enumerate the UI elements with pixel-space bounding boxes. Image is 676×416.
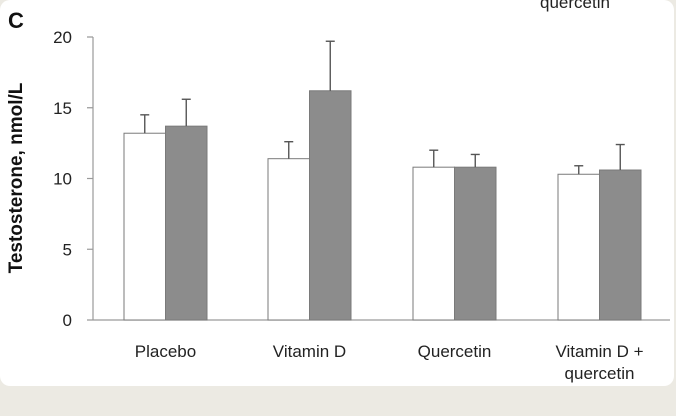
clipped-label: quercetin — [540, 0, 610, 12]
bar — [599, 169, 642, 321]
bar — [165, 125, 208, 321]
chart-card: C quercetin 0 5 10 15 20 Testosterone, nmol/L… — [0, 0, 674, 386]
category-label: Placebo — [135, 342, 196, 361]
y-tick-label: 20 — [53, 28, 72, 47]
bar — [267, 158, 310, 321]
bars — [123, 90, 642, 321]
y-tick-label: 15 — [53, 99, 72, 118]
bar — [412, 166, 455, 321]
y-tick-label: 5 — [63, 240, 72, 259]
category-label: Quercetin — [418, 342, 492, 361]
labels: 0 5 10 15 20 Testosterone, nmol/L Placebo Vitam… — [6, 28, 644, 383]
bar — [454, 166, 497, 321]
y-tick-label: 10 — [53, 170, 72, 189]
category-label: Vitamin D + quercetin — [555, 342, 643, 383]
bar — [123, 132, 166, 321]
category-label: Vitamin D — [273, 342, 346, 361]
bar — [309, 90, 352, 321]
bar — [557, 173, 600, 321]
bar-chart: 0 5 10 15 20 Testosterone, nmol/L Placebo Vitam… — [6, 28, 670, 383]
y-tick-label: 0 — [63, 311, 72, 330]
panel-label: C — [8, 8, 24, 33]
y-axis-title: Testosterone, nmol/L — [6, 82, 27, 273]
error-bars — [140, 40, 625, 175]
